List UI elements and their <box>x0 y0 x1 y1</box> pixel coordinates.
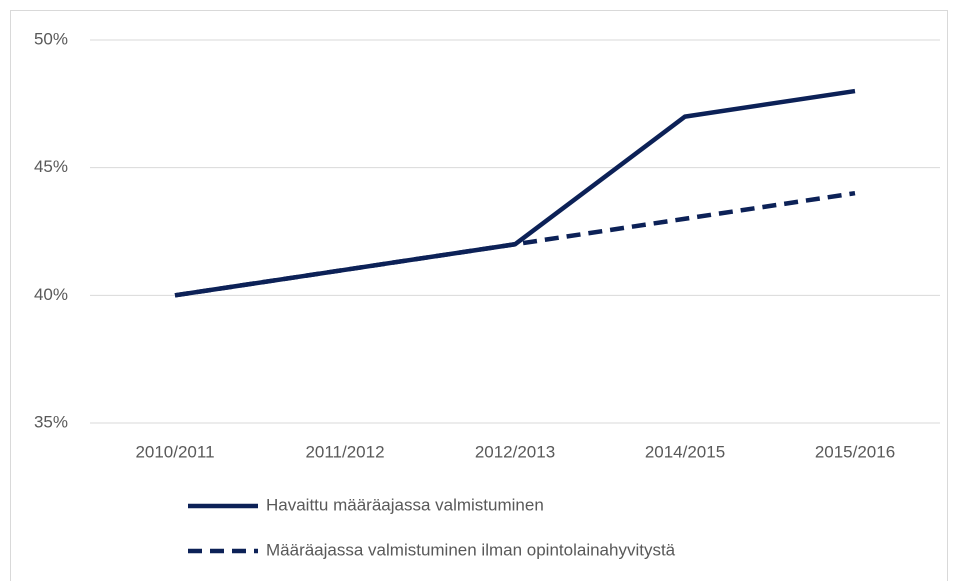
y-tick-label: 45% <box>34 157 68 176</box>
legend-label: Määräajassa valmistuminen ilman opintola… <box>266 540 676 559</box>
legend-label: Havaittu määräajassa valmistuminen <box>266 495 544 514</box>
x-tick-label: 2011/2012 <box>305 442 384 461</box>
y-tick-label: 40% <box>34 285 68 304</box>
chart-border <box>10 10 948 586</box>
x-tick-label: 2014/2015 <box>645 442 725 461</box>
y-tick-label: 50% <box>34 29 68 48</box>
x-tick-label: 2015/2016 <box>815 442 895 461</box>
x-tick-label: 2012/2013 <box>475 442 555 461</box>
series-line <box>174 88 856 298</box>
y-tick-label: 35% <box>34 412 68 431</box>
x-tick-label: 2010/2011 <box>135 442 214 461</box>
